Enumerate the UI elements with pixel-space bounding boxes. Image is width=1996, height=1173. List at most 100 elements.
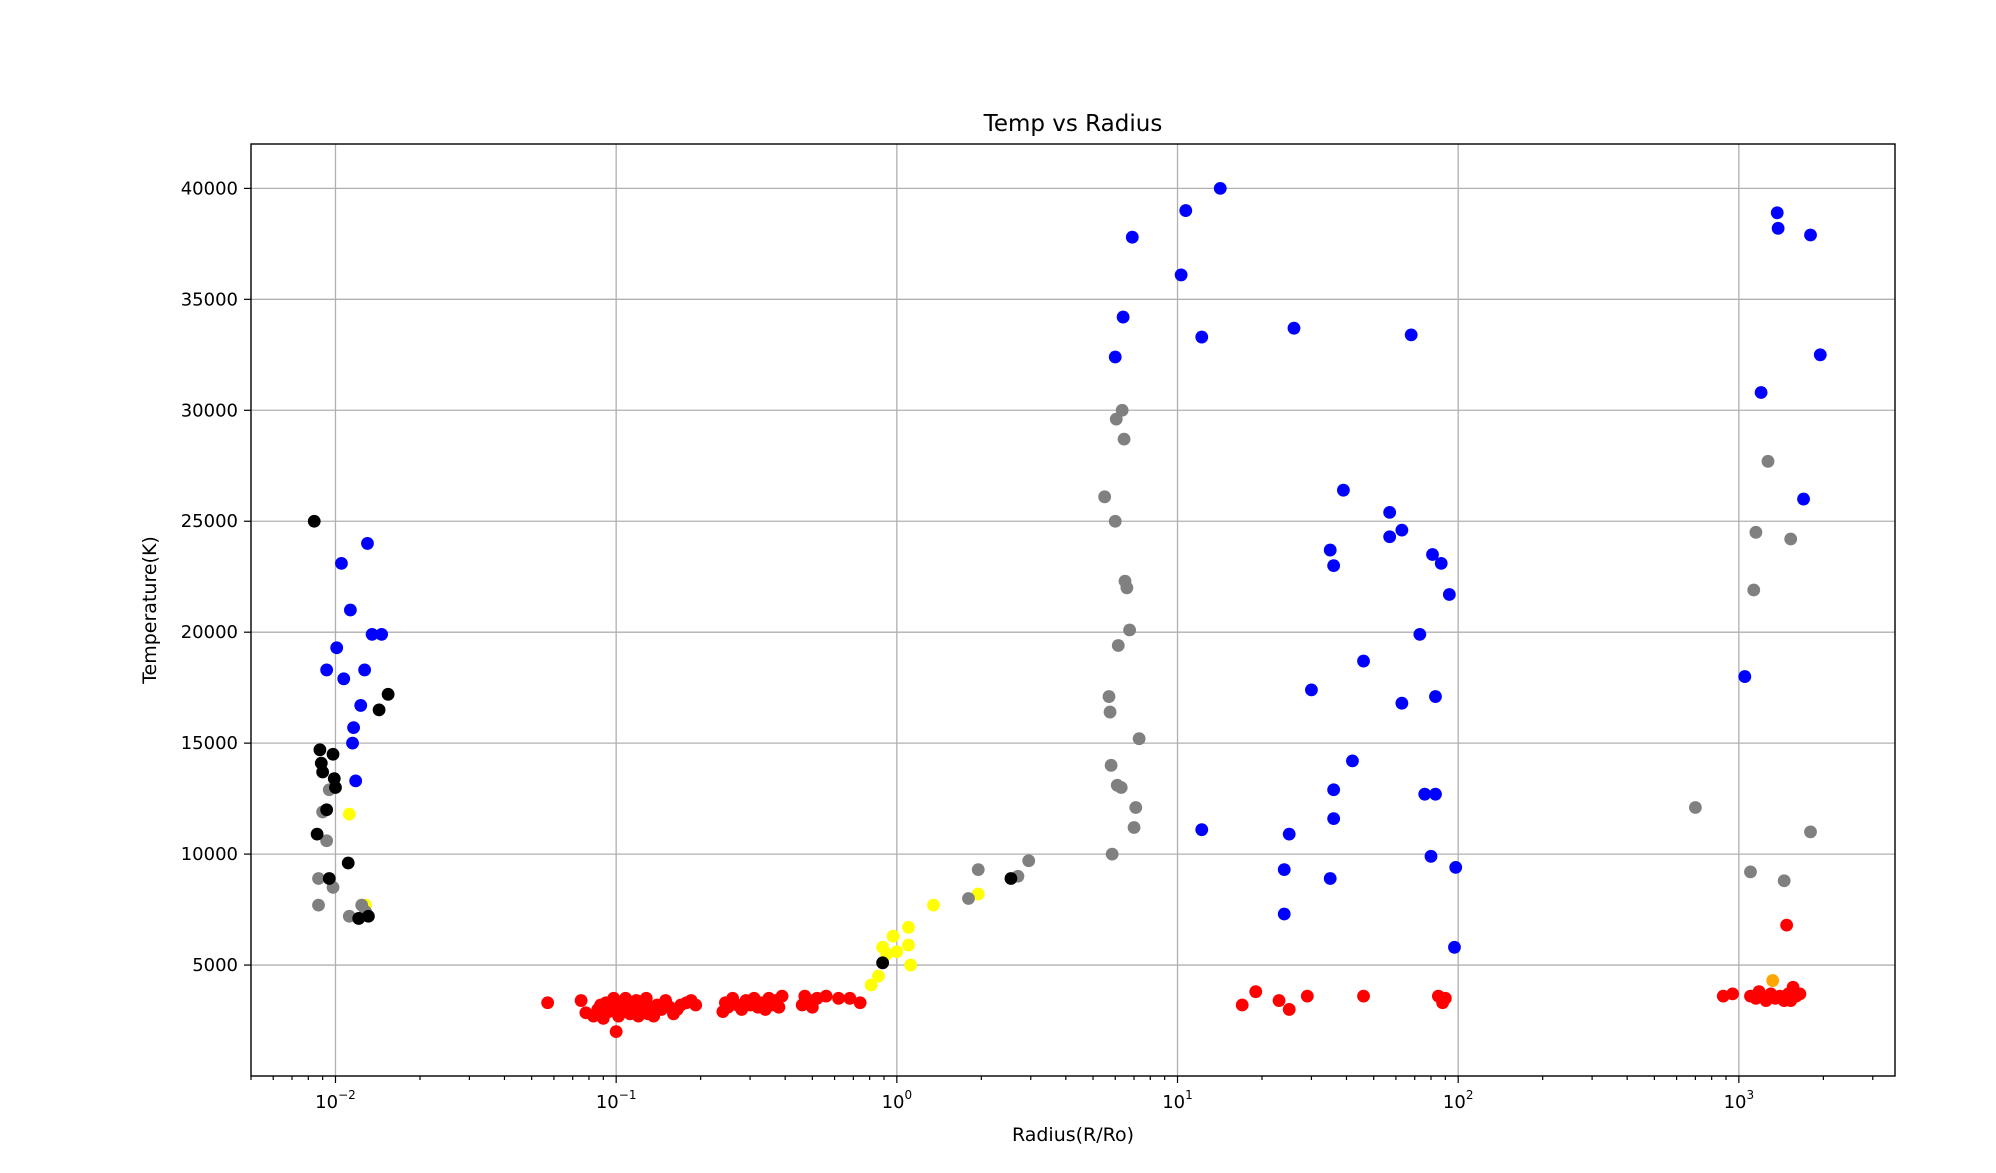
data-point (1277, 907, 1291, 921)
y-axis-label: Temperature(K) (139, 536, 161, 685)
data-point (362, 909, 375, 923)
data-point (1426, 548, 1439, 561)
x-tick-base: 10 (1724, 1092, 1747, 1113)
x-tick-base: 10 (1443, 1092, 1466, 1113)
data-point (832, 991, 845, 1005)
data-point (1754, 386, 1768, 399)
data-point (902, 920, 915, 934)
data-point (1747, 583, 1761, 597)
data-point (1383, 530, 1397, 544)
y-tick-label: 5000 (192, 955, 238, 976)
data-point (772, 1000, 786, 1014)
data-point (1282, 1003, 1296, 1016)
data-point (312, 898, 325, 912)
data-point (1305, 683, 1318, 697)
data-point (1104, 758, 1118, 772)
data-point (326, 747, 340, 761)
data-point (330, 641, 344, 655)
data-point (1213, 181, 1227, 195)
data-point (541, 996, 555, 1010)
data-point (1438, 991, 1452, 1005)
data-point (1429, 690, 1442, 703)
data-point (1105, 847, 1119, 861)
data-points (307, 181, 1827, 1039)
data-point (361, 537, 374, 550)
x-tick-labels: 10−2 10−1 100 101 102 103 (315, 1088, 1754, 1113)
data-point (307, 514, 321, 528)
data-point (876, 956, 890, 970)
data-point (819, 989, 833, 1003)
data-point (1726, 987, 1740, 1001)
data-point (1749, 525, 1763, 539)
data-point (1449, 861, 1463, 874)
data-point (1195, 823, 1209, 837)
data-point (354, 699, 368, 712)
x-tick-label: 100 (882, 1088, 913, 1113)
data-point (1744, 865, 1757, 879)
data-point (337, 672, 351, 686)
data-point (1780, 918, 1794, 932)
data-point (381, 687, 395, 701)
data-point (864, 978, 878, 992)
data-point (927, 898, 940, 912)
data-point (1395, 523, 1409, 537)
data-point (310, 827, 324, 841)
data-point (1424, 849, 1438, 863)
x-tick-exponent: 0 (904, 1088, 912, 1102)
data-point (775, 989, 789, 1003)
data-point (313, 743, 327, 757)
x-tick-exponent: 2 (1466, 1088, 1474, 1102)
data-point (1116, 310, 1130, 324)
data-point (1102, 690, 1116, 703)
data-point (1738, 670, 1752, 683)
data-point (1323, 543, 1337, 557)
data-point (1327, 812, 1341, 825)
data-point (372, 703, 386, 717)
grid-lines (251, 144, 1895, 1076)
x-tick-base: 10 (315, 1092, 338, 1113)
x-axis-label: Radius(R/Ro) (1012, 1124, 1134, 1146)
data-point (1108, 350, 1122, 364)
data-point (1300, 989, 1314, 1003)
data-point (1129, 801, 1143, 814)
data-point (1357, 989, 1370, 1003)
data-point (1287, 321, 1301, 335)
data-point (1346, 754, 1359, 768)
y-tick-label: 25000 (181, 511, 238, 532)
data-point (1413, 628, 1427, 641)
data-point (1127, 821, 1141, 834)
data-point (1120, 581, 1134, 595)
y-tick-label: 15000 (181, 733, 238, 754)
y-tick-label: 10000 (181, 844, 238, 865)
data-point (1784, 532, 1798, 546)
x-tick-base: 10 (882, 1092, 905, 1113)
data-point (1804, 825, 1817, 839)
data-point (1804, 228, 1817, 242)
data-point (1404, 328, 1418, 342)
data-point (335, 557, 348, 570)
data-point (1395, 696, 1409, 710)
data-point (352, 912, 366, 925)
x-tick-label: 10−2 (315, 1088, 356, 1113)
x-tick-exponent: −1 (619, 1088, 637, 1102)
data-point (904, 958, 918, 972)
data-point (1448, 940, 1461, 954)
data-point (1179, 204, 1193, 217)
data-point (316, 765, 330, 779)
data-point (1766, 974, 1780, 987)
data-point (1117, 432, 1131, 446)
data-point (1103, 705, 1117, 719)
data-point (1125, 230, 1139, 244)
data-point (342, 807, 356, 821)
chart-title: Temp vs Radius (983, 111, 1163, 137)
data-point (1235, 998, 1249, 1012)
data-point (886, 929, 900, 943)
data-point (375, 628, 389, 641)
data-point (322, 872, 336, 885)
data-point (341, 856, 355, 870)
data-point (1132, 732, 1146, 746)
data-point (1108, 514, 1122, 528)
data-point (1327, 559, 1341, 573)
data-point (1115, 403, 1129, 417)
